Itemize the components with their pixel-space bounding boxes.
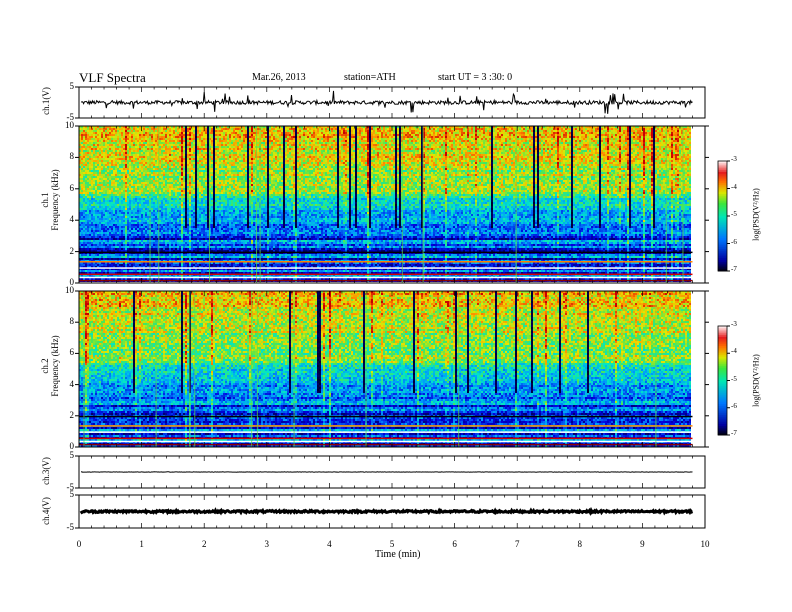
ch1-spectrogram-burst-7: [256, 126, 257, 283]
x-tick-label-8: 8: [570, 539, 590, 549]
x-tick-label-7: 7: [507, 539, 527, 549]
ch1-spectrogram-burst-2: [150, 126, 151, 283]
ch1-spectrogram-ytick-label-4: 8: [70, 151, 75, 161]
x-tick-label-0: 0: [69, 539, 89, 549]
ch2-spectrogram-band-3: [79, 431, 692, 433]
ch2-spectrogram-cbar-label-3: -6: [731, 402, 737, 410]
ch1-colorbar-label: log(PSD(V²/Hz): [752, 175, 761, 255]
ch1-spectrogram-ylabel-top: ch.1: [40, 145, 50, 255]
ch1-spectrogram-ytick-label-2: 4: [70, 214, 75, 224]
ch2-spectrogram-ylabel: ch.2 Frequency (kHz): [40, 311, 60, 421]
ch2-spectrogram-burst-1: [189, 291, 190, 447]
ch3-waveform-ytick-label-0: 5: [70, 450, 75, 460]
ch2-spectrogram-burst-3: [366, 291, 367, 447]
ch1-spectrogram-band-3: [79, 267, 692, 269]
ch1-spectrogram-burst-8: [209, 126, 210, 283]
ch1-spectrogram-ytick-label-3: 6: [70, 183, 75, 193]
ch1-spectrogram-ylabel: ch.1 Frequency (kHz): [40, 145, 60, 255]
x-tick-label-9: 9: [632, 539, 652, 549]
ch2-spectrogram: [79, 291, 692, 447]
ch1-spectrogram-burst-6: [402, 126, 403, 283]
ch2-spectrogram-band-5: [79, 416, 692, 418]
ch2-spectrogram-ylabel-bottom: Frequency (kHz): [50, 311, 60, 421]
ch1-spectrogram: [79, 126, 692, 283]
ch1-spectrogram-cbar-label-1: -4: [731, 183, 737, 191]
x-tick-label-6: 6: [445, 539, 465, 549]
figure-title: VLF Spectra: [79, 70, 146, 86]
ch4-waveform: [81, 511, 693, 513]
ch2-spectrogram-band-2: [79, 438, 692, 440]
ch2-spectrogram-band-1: [79, 441, 692, 443]
ch2-spectrogram-cbar-label-0: -3: [731, 320, 737, 328]
ch1-spectrogram-burst-1: [260, 126, 261, 283]
ch2-spectrogram-ytick-label-5: 10: [65, 285, 74, 295]
x-tick-label-4: 4: [319, 539, 339, 549]
ch2-spectrogram-burst-7: [655, 291, 656, 447]
ch2-spectrogram-burst-5: [194, 291, 195, 447]
ch2-spectrogram-burst-0: [294, 291, 295, 447]
ch2-colorbar-label: log(PSD(V²/Hz): [752, 341, 761, 421]
ch1-spectrogram-cbar-label-3: -6: [731, 238, 737, 246]
x-tick-label-10: 10: [695, 539, 715, 549]
ch1-spectrogram-burst-9: [516, 126, 517, 283]
ch2-spectrogram-band-0: [79, 444, 692, 446]
figure: [0, 0, 792, 612]
ch2-spectrogram-burst-6: [257, 291, 258, 447]
x-tick-label-1: 1: [132, 539, 152, 549]
ch1-spectrogram-band-2: [79, 274, 692, 276]
ch2-spectrogram-cbar-label-1: -4: [731, 347, 737, 355]
x-tick-label-2: 2: [194, 539, 214, 549]
ch4-waveform-trace: [81, 511, 693, 513]
ch2-spectrogram-burst-4: [156, 291, 157, 447]
ch1-spectrogram-colorbar: [718, 161, 727, 272]
ch1-waveform: [81, 91, 693, 114]
ch1-ylabel: ch.1(V): [41, 77, 51, 125]
ch1-spectrogram-ylabel-bottom: Frequency (kHz): [50, 145, 60, 255]
ch1-spectrogram-burst-3: [666, 126, 667, 283]
station-label: station=ATH: [344, 72, 396, 83]
ch1-spectrogram-ytick-label-5: 10: [65, 120, 74, 130]
ch1-spectrogram-burst-0: [423, 126, 424, 283]
ch2-spectrogram-colorbar: [718, 326, 727, 436]
ch1-spectrogram-band-4: [79, 261, 692, 263]
ch2-spectrogram-ylabel-top: ch.2: [40, 311, 50, 421]
ch1-spectrogram-band-0: [79, 280, 692, 282]
x-tick-label-3: 3: [257, 539, 277, 549]
ch2-spectrogram-burst-8: [83, 291, 84, 447]
ch2-spectrogram-ytick-label-2: 4: [70, 379, 75, 389]
ch4-waveform-ytick-label-0: 5: [70, 489, 75, 499]
ch1-waveform-ytick-label-0: 5: [70, 81, 75, 91]
date-label: Mar.26, 2013: [252, 72, 306, 83]
ch2-spectrogram-burst-2: [251, 291, 252, 447]
ch1-spectrogram-band-1: [79, 277, 692, 279]
ch4-ylabel: ch.4(V): [41, 487, 51, 535]
ch2-spectrogram-cbar-label-4: -7: [731, 429, 737, 437]
ch1-spectrogram-cbar-label-4: -7: [731, 265, 737, 273]
ch2-spectrogram-burst-9: [458, 291, 459, 447]
ch2-spectrogram-ytick-label-4: 8: [70, 316, 75, 326]
ch2-spectrogram-ytick-label-1: 2: [70, 410, 75, 420]
ch2-spectrogram-band-4: [79, 425, 692, 427]
ch1-spectrogram-burst-4: [158, 126, 159, 283]
ch2-spectrogram-cbar-label-2: -5: [731, 375, 737, 383]
start-time-label: start UT = 3 :30: 0: [438, 72, 512, 83]
ch1-spectrogram-cbar-label-2: -5: [731, 210, 737, 218]
ch4-waveform-ytick-label-1: -5: [67, 522, 75, 532]
x-axis-label: Time (min): [375, 549, 420, 560]
ch1-waveform-trace: [81, 91, 693, 114]
ch1-spectrogram-cbar-label-0: -3: [731, 155, 737, 163]
ch1-spectrogram-ytick-label-1: 2: [70, 246, 75, 256]
ch1-spectrogram-band-5: [79, 252, 692, 254]
ch1-spectrogram-burst-5: [682, 126, 683, 283]
ch2-spectrogram-ytick-label-3: 6: [70, 347, 75, 357]
x-tick-label-5: 5: [382, 539, 402, 549]
